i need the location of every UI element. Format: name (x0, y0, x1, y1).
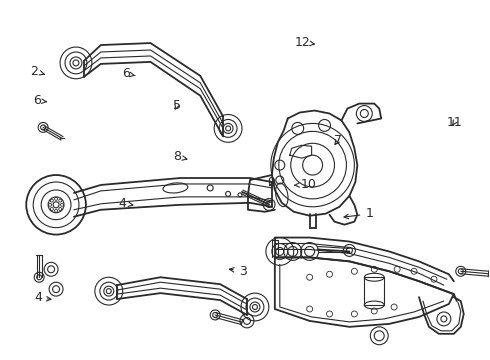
Text: 12: 12 (294, 36, 315, 49)
Text: 4: 4 (34, 291, 51, 305)
Text: 3: 3 (229, 265, 246, 278)
Text: 4: 4 (118, 197, 133, 210)
Text: 5: 5 (173, 99, 181, 112)
Text: 1: 1 (344, 207, 373, 220)
Text: 8: 8 (173, 150, 187, 163)
Text: 11: 11 (446, 116, 463, 129)
Text: 6: 6 (122, 67, 135, 80)
Text: 2: 2 (30, 64, 44, 77)
Text: 6: 6 (33, 94, 47, 107)
Text: 7: 7 (334, 134, 342, 147)
Bar (365, 277, 384, 305)
Text: 9: 9 (267, 176, 275, 189)
Text: 10: 10 (294, 178, 316, 191)
